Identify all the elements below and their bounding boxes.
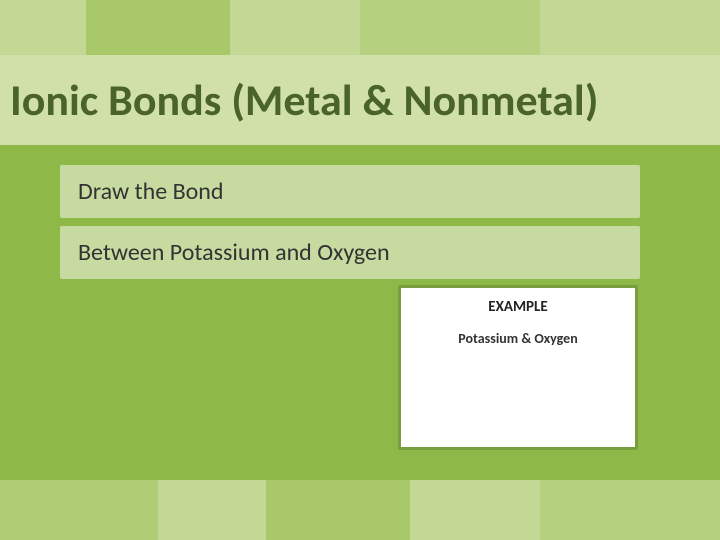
top-segment-5: [540, 0, 720, 55]
slide: Ionic Bonds (Metal & Nonmetal) Draw the …: [0, 0, 720, 540]
example-content: Potassium & Oxygen: [415, 330, 621, 347]
bottom-segment-2: [158, 480, 266, 540]
instruction-box: Draw the Bond Between Potassium and Oxyg…: [60, 165, 640, 279]
top-decorative-band: [0, 0, 720, 55]
top-segment-2: [86, 0, 230, 55]
bottom-segment-5: [540, 480, 720, 540]
top-segment-1: [0, 0, 86, 55]
top-segment-3: [230, 0, 360, 55]
instruction-line-2: Between Potassium and Oxygen: [60, 226, 640, 279]
main-content: Draw the Bond Between Potassium and Oxyg…: [0, 145, 720, 480]
bottom-segment-3: [266, 480, 410, 540]
bottom-segment-1: [0, 480, 158, 540]
bottom-decorative-band: [0, 480, 720, 540]
top-segment-4: [360, 0, 540, 55]
slide-title: Ionic Bonds (Metal & Nonmetal): [10, 73, 598, 127]
bottom-segment-4: [410, 480, 540, 540]
example-box: EXAMPLE Potassium & Oxygen: [398, 285, 638, 450]
example-label: EXAMPLE: [415, 298, 621, 316]
instruction-line-1: Draw the Bond: [60, 165, 640, 218]
title-band: Ionic Bonds (Metal & Nonmetal): [0, 55, 720, 145]
